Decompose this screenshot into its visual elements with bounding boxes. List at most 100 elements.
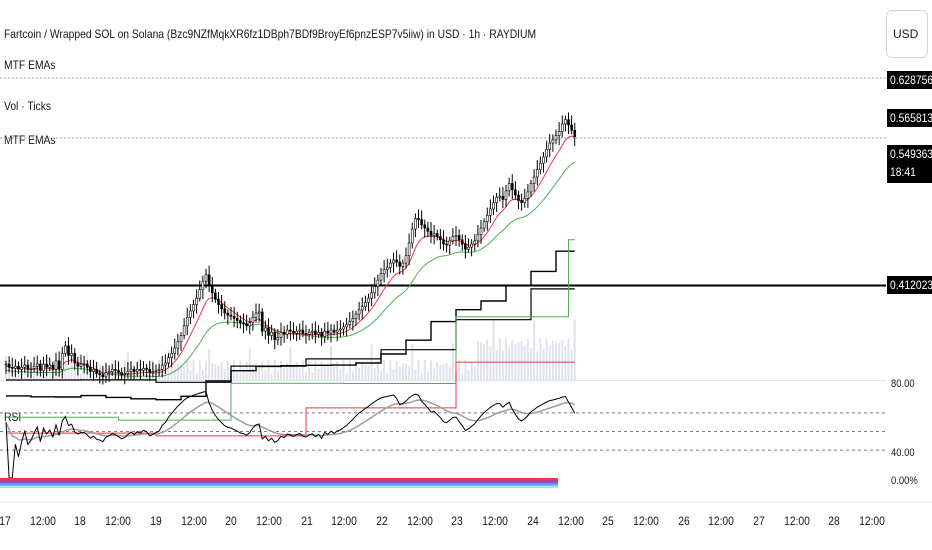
volume-bar (364, 364, 367, 380)
candle-body (64, 345, 67, 354)
price-tag-last: 0.549363 18:41 (887, 145, 932, 183)
candle-body (429, 230, 433, 236)
time-axis-label: 12:00 (105, 514, 132, 528)
candle-body (35, 363, 39, 367)
time-axis-label: 12:00 (482, 514, 509, 528)
candle-body (479, 227, 483, 235)
candle-body (54, 360, 58, 370)
volume-bar (176, 364, 179, 380)
candle-body (560, 123, 564, 132)
time-axis-label: 23 (451, 514, 464, 528)
volume-bar (464, 360, 467, 380)
candle-body (532, 176, 536, 184)
candle-body (117, 370, 120, 373)
volume-bar (489, 346, 492, 380)
volume-bar (248, 347, 251, 380)
candle-body (242, 322, 245, 324)
volume-bar (311, 372, 314, 380)
volume-bar (498, 338, 501, 380)
candle-body (535, 169, 539, 178)
candle-body (451, 236, 455, 242)
volume-bar (448, 367, 451, 380)
volume-bar (373, 367, 376, 380)
volume-bar (208, 348, 211, 380)
candle-body (123, 373, 127, 375)
volume-bar (295, 362, 298, 380)
time-axis-label: 12:00 (557, 514, 584, 528)
volume-bar (417, 360, 420, 380)
volume-bar (342, 360, 345, 380)
volume-bar (330, 345, 332, 380)
indicator-label-mtf-emas-1[interactable]: MTF EMAs (4, 58, 56, 72)
candle-body (460, 239, 464, 245)
rsi-color-band (0, 485, 558, 488)
volume-bar (501, 350, 504, 380)
candle-body (135, 369, 139, 372)
volume-bar (361, 362, 364, 380)
candle-body (198, 289, 202, 299)
candle-body (398, 261, 402, 267)
candle-body (4, 363, 8, 366)
candle-body (226, 312, 230, 316)
candle-body (385, 267, 389, 270)
candle-body (60, 353, 64, 370)
candle-body (292, 330, 295, 334)
candle-body (270, 331, 273, 336)
indicator-label-mtf-emas-2[interactable]: MTF EMAs (4, 133, 56, 147)
candle-body (514, 189, 517, 196)
rsi-color-band (0, 483, 558, 486)
candle-body (185, 317, 189, 327)
volume-bar (495, 350, 498, 380)
volume-bar (439, 365, 442, 380)
candle-body (304, 332, 308, 335)
candle-body (189, 310, 192, 318)
candle-body (404, 255, 408, 264)
candle-body (217, 298, 220, 305)
volume-bar (545, 338, 548, 380)
volume-bar (308, 360, 311, 380)
volume-bar (286, 362, 289, 380)
volume-bar (333, 366, 336, 380)
volume-bar (64, 363, 67, 380)
volume-bar (436, 362, 439, 380)
volume-bar (564, 346, 567, 380)
volume-bar (383, 360, 386, 380)
rsi-color-band (0, 480, 558, 483)
volume-bar (542, 348, 545, 380)
candle-body (48, 364, 52, 368)
candle-body (285, 329, 289, 335)
volume-bar (380, 371, 382, 380)
candle-body (310, 330, 314, 333)
currency-selector[interactable]: USD (886, 10, 928, 58)
candle-body (307, 331, 311, 335)
volume-bar (423, 360, 426, 380)
candle-body (351, 318, 355, 322)
time-axis-label: 12:00 (255, 514, 282, 528)
volume-bar (442, 364, 445, 380)
candle-body (539, 162, 542, 170)
candle-body (254, 312, 258, 318)
candle-body (564, 119, 567, 125)
candle-body (176, 341, 180, 349)
volume-bar (314, 360, 317, 380)
volume-bar (73, 369, 76, 380)
candle-body (548, 142, 552, 150)
candle-body (470, 243, 473, 248)
indicator-label-volume[interactable]: Vol · Ticks (4, 99, 52, 113)
candle-body (139, 369, 142, 371)
volume-bar (242, 368, 245, 380)
candle-body (26, 364, 30, 370)
volume-bar (551, 340, 554, 380)
time-axis-label: 18 (74, 514, 87, 528)
volume-bar (205, 361, 207, 380)
volume-bar (323, 365, 326, 380)
rsi-axis-80: 80.00 (891, 378, 915, 390)
volume-bar (301, 360, 304, 380)
volume-bar (358, 367, 361, 380)
candle-body (320, 331, 323, 337)
volume-bar (548, 345, 551, 380)
candle-body (335, 329, 339, 333)
candle-body (282, 331, 286, 335)
volume-bar (80, 373, 82, 380)
